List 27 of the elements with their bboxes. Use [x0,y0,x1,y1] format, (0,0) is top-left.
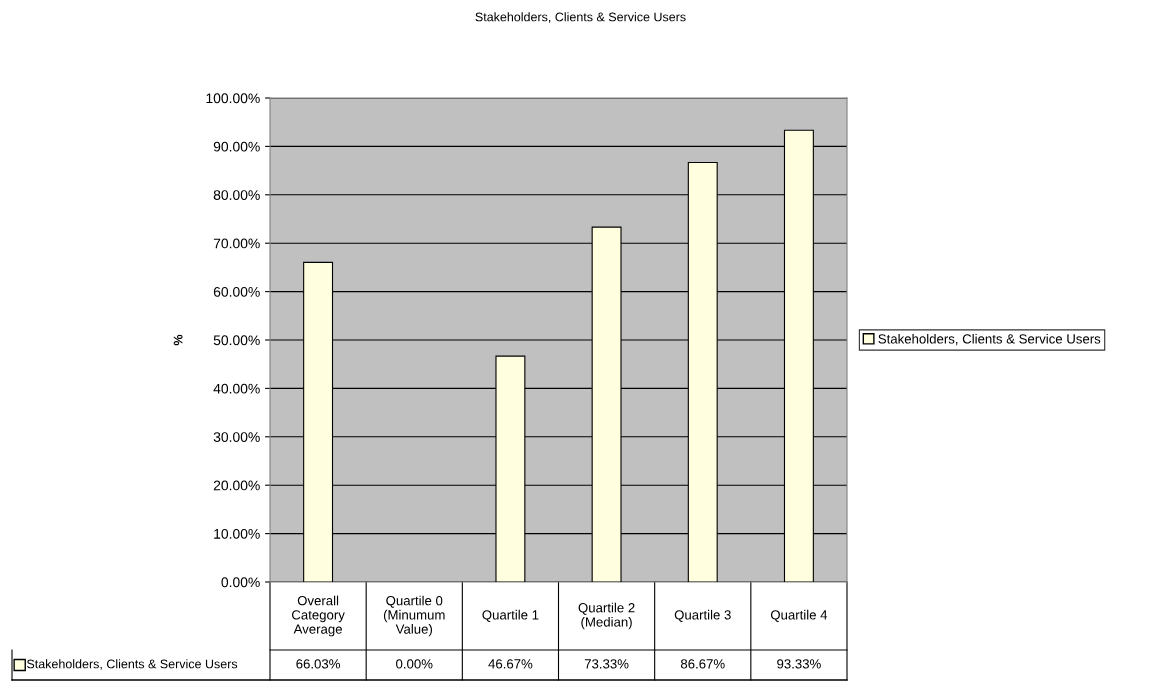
y-axis-title: % [173,334,183,346]
y-tick-label: 70.00% [213,238,260,249]
x-tick-label: Quartile 1 [482,609,539,622]
x-tick-label: Overall Category Average [291,595,345,637]
x-tick-label: Quartile 0 (Minumum Value) [383,595,445,637]
data-label: 73.33% [584,659,629,669]
y-tick-label: 80.00% [213,190,260,200]
y-tick-label: 60.00% [213,286,260,297]
y-tick-label: 40.00% [213,383,260,394]
y-tick-label: 10.00% [214,528,260,539]
y-tick-label: 100.00% [206,93,260,104]
data-label: 0.00% [396,659,433,669]
x-tick-label: Quartile 4 [770,609,828,622]
y-tick-label: 50.00% [213,335,260,346]
chart-title: Stakeholders, Clients & Service Users [475,12,686,23]
x-tick-label: Quartile 3 [674,609,731,622]
y-tick-label: 90.00% [213,141,260,152]
y-tick-label: 20.00% [213,480,260,491]
y-tick-label: 30.00% [213,432,260,442]
y-tick-label: 0.00% [221,577,260,588]
data-label: 93.33% [777,659,821,669]
legend-label: Stakeholders, Clients & Service Users [878,333,1101,346]
data-label: 66.03% [296,659,340,669]
data-label: 86.67% [680,659,725,669]
x-tick-label: Quartile 2 (Median) [578,602,635,630]
text: Stakeholders, Clients & Service Users [26,659,238,670]
data-label: 46.67% [488,659,533,669]
